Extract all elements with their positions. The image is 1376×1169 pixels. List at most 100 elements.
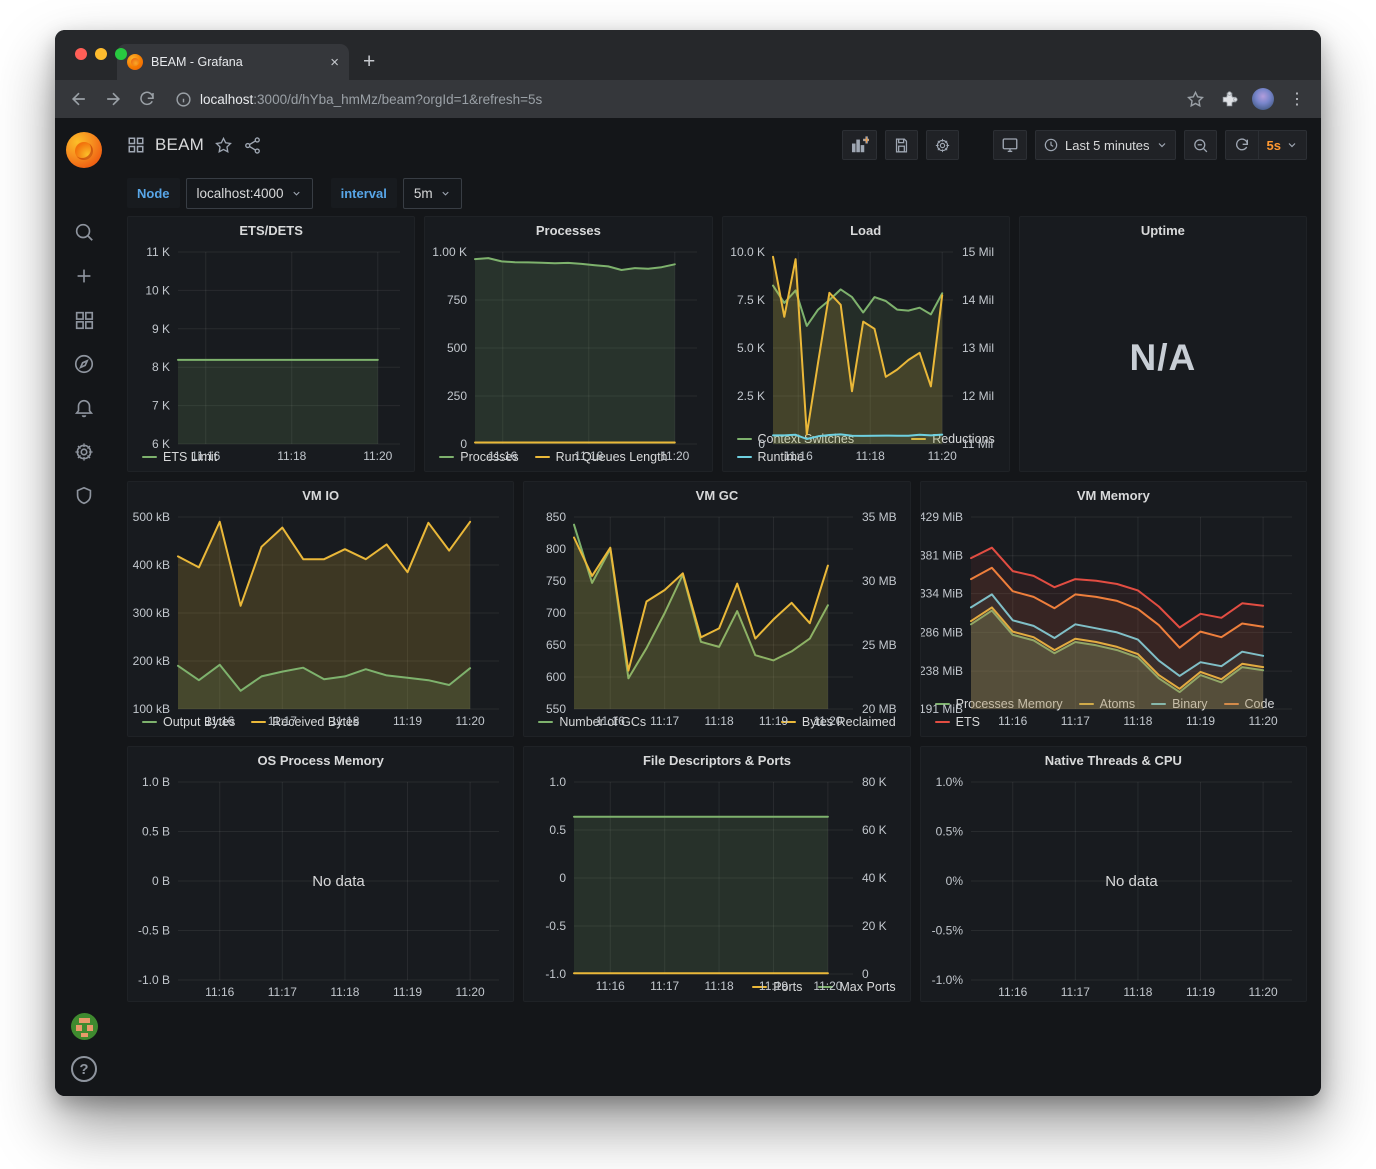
svg-text:238 MiB: 238 MiB [921, 664, 963, 678]
vm-io-chart[interactable]: 100 kB 200 kB 300 kB 400 kB 500 kB 11:16 11:17… [128, 509, 513, 728]
alerting-bell-icon[interactable] [72, 396, 96, 420]
browser-tab[interactable]: BEAM - Grafana × [117, 44, 349, 80]
share-icon[interactable] [243, 136, 262, 155]
svg-text:80 K: 80 K [862, 775, 887, 789]
panel-os-process-memory: OS Process Memory -1.0 B -0.5 B 0 B 0.5 B 1.… [127, 746, 515, 1002]
legend-item[interactable]: Binary [1151, 697, 1208, 711]
refresh-now-button[interactable] [1226, 131, 1258, 159]
panel-processes: Processes 0 250 500 750 1.00 K 11:16 11:18 11:2… [424, 216, 713, 472]
legend-series-label: Bytes Reclaimed [801, 715, 896, 729]
back-icon[interactable] [65, 85, 93, 113]
legend-item[interactable]: Runtime [736, 450, 805, 464]
legend-item[interactable]: Code [1223, 697, 1274, 711]
file-descriptors-chart[interactable]: -1.0 -0.5 0 0.5 1.0 0 20 K 40 K 60 K 80 K 11:16 11:… [524, 774, 909, 993]
tab-close-icon[interactable]: × [330, 53, 339, 71]
svg-text:11:18: 11:18 [1123, 985, 1152, 999]
dashboard-main: BEAM [113, 118, 1321, 1096]
zoom-window-button[interactable] [115, 48, 127, 60]
panel-title[interactable]: VM IO [302, 488, 340, 503]
panel-title[interactable]: File Descriptors & Ports [642, 753, 792, 768]
bookmark-star-icon[interactable] [1181, 85, 1209, 113]
search-icon[interactable] [72, 220, 96, 244]
close-window-button[interactable] [75, 48, 87, 60]
load-chart[interactable]: 0 2.5 K 5.0 K 7.5 K 10.0 K 11 Mil 12 Mil 13 Mil… [723, 244, 1009, 463]
svg-text:11:16: 11:16 [783, 449, 812, 463]
refresh-interval-picker[interactable]: 5s [1257, 131, 1306, 159]
browser-profile-avatar[interactable] [1249, 85, 1277, 113]
vm-gc-chart[interactable]: 550 600 650 700 750 800 850 20 MB 25 MB 30 MB 35 M… [524, 509, 909, 728]
dashboards-icon[interactable] [72, 308, 96, 332]
legend-item[interactable]: Received Bytes [251, 715, 359, 729]
svg-text:11:18: 11:18 [277, 449, 306, 463]
panel-title[interactable]: VM Memory [1076, 488, 1150, 503]
configuration-gear-icon[interactable] [72, 440, 96, 464]
browser-menu-icon[interactable]: ⋮ [1289, 91, 1305, 108]
native-threads-chart[interactable]: -1.0% -0.5% 0% 0.5% 1.0% 11:16 11:17 11:18 11:19… [921, 774, 1306, 1001]
panel-legend: Ports Max Ports [524, 977, 909, 1001]
user-avatar[interactable] [70, 1013, 98, 1040]
apps-grid-icon[interactable] [127, 136, 145, 154]
kiosk-mode-button[interactable] [992, 130, 1027, 160]
legend-item[interactable]: ETS [934, 715, 980, 729]
url-bar[interactable]: localhost:3000/d/hYba_hmMz/beam?orgId=1&… [167, 84, 1175, 114]
legend-item[interactable]: Number of GCs [538, 715, 646, 729]
tab-title: BEAM - Grafana [151, 55, 243, 69]
svg-text:11:16: 11:16 [191, 449, 220, 463]
legend-item[interactable]: Max Ports [818, 980, 896, 994]
legend-item[interactable]: Bytes Reclaimed [780, 715, 896, 729]
zoom-out-time-button[interactable] [1183, 130, 1217, 160]
grafana-favicon-icon [127, 54, 143, 70]
legend-item[interactable]: Processes Memory [934, 697, 1063, 711]
new-tab-button[interactable]: + [363, 50, 376, 73]
legend-item[interactable]: ETS Limit [142, 450, 217, 464]
refresh-controls: 5s [1224, 130, 1307, 160]
add-panel-button[interactable] [841, 130, 877, 160]
reload-icon[interactable] [133, 85, 161, 113]
os-process-memory-chart[interactable]: -1.0 B -0.5 B 0 B 0.5 B 1.0 B 11:16 11:17 11:18… [128, 774, 513, 1001]
panel-title[interactable]: Native Threads & CPU [1044, 753, 1182, 768]
time-range-picker[interactable]: Last 5 minutes [1034, 130, 1176, 160]
extensions-puzzle-icon[interactable] [1215, 85, 1243, 113]
panel-title[interactable]: ETS/DETS [239, 223, 303, 238]
svg-text:500: 500 [447, 341, 467, 355]
node-variable-dropdown[interactable]: localhost:4000 [185, 177, 313, 209]
legend-item[interactable]: Atoms [1078, 697, 1135, 711]
panel-title[interactable]: Uptime [1140, 223, 1185, 238]
interval-variable-value: 5m [413, 185, 433, 201]
svg-text:11:16: 11:16 [205, 985, 234, 999]
favorite-star-icon[interactable] [214, 136, 233, 155]
create-plus-icon[interactable] [72, 264, 96, 288]
forward-icon[interactable] [99, 85, 127, 113]
svg-text:11:19: 11:19 [393, 714, 422, 728]
site-info-icon[interactable] [175, 91, 192, 108]
minimize-window-button[interactable] [95, 48, 107, 60]
grafana-logo[interactable] [66, 132, 102, 168]
processes-chart[interactable]: 0 250 500 750 1.00 K 11:16 11:18 11:20 [425, 244, 711, 463]
ets-dets-chart[interactable]: 6 K 7 K 8 K 9 K 10 K 11 K 11:16 11:18 11:20 [128, 244, 414, 463]
svg-text:14 Mil: 14 Mil [962, 293, 994, 307]
vm-memory-chart[interactable]: 191 MiB 238 MiB 286 MiB 334 MiB 381 MiB 429 M… [921, 509, 1306, 728]
save-dashboard-button[interactable] [884, 130, 918, 160]
svg-text:0: 0 [862, 967, 869, 981]
panel-title[interactable]: Load [850, 223, 882, 238]
panel-file-descriptors: File Descriptors & Ports -1.0 -0.5 0 0.5 1.0… [523, 746, 911, 1002]
svg-text:11:17: 11:17 [268, 985, 297, 999]
svg-text:100 kB: 100 kB [133, 702, 170, 716]
explore-compass-icon[interactable] [72, 352, 96, 376]
panel-title[interactable]: VM GC [695, 488, 739, 503]
legend-item[interactable]: Ports [752, 980, 802, 994]
server-admin-shield-icon[interactable] [72, 484, 96, 508]
panel-native-threads: Native Threads & CPU -1.0% -0.5% 0% 0.5% 1.0… [919, 746, 1307, 1002]
legend-item[interactable]: Output Bytes [142, 715, 235, 729]
legend-series-label: Runtime [757, 450, 805, 464]
chevron-down-icon [441, 191, 449, 196]
legend-item[interactable]: Processes [439, 450, 519, 464]
panel-title[interactable]: Processes [535, 223, 601, 238]
legend-item[interactable]: Reductions [911, 432, 995, 446]
dashboard-title[interactable]: BEAM [155, 135, 204, 154]
legend-item[interactable]: Run Queues Length [534, 450, 668, 464]
dashboard-settings-button[interactable] [925, 130, 959, 160]
interval-variable-dropdown[interactable]: 5m [402, 177, 462, 209]
panel-title[interactable]: OS Process Memory [257, 753, 384, 768]
help-icon[interactable]: ? [71, 1056, 97, 1082]
